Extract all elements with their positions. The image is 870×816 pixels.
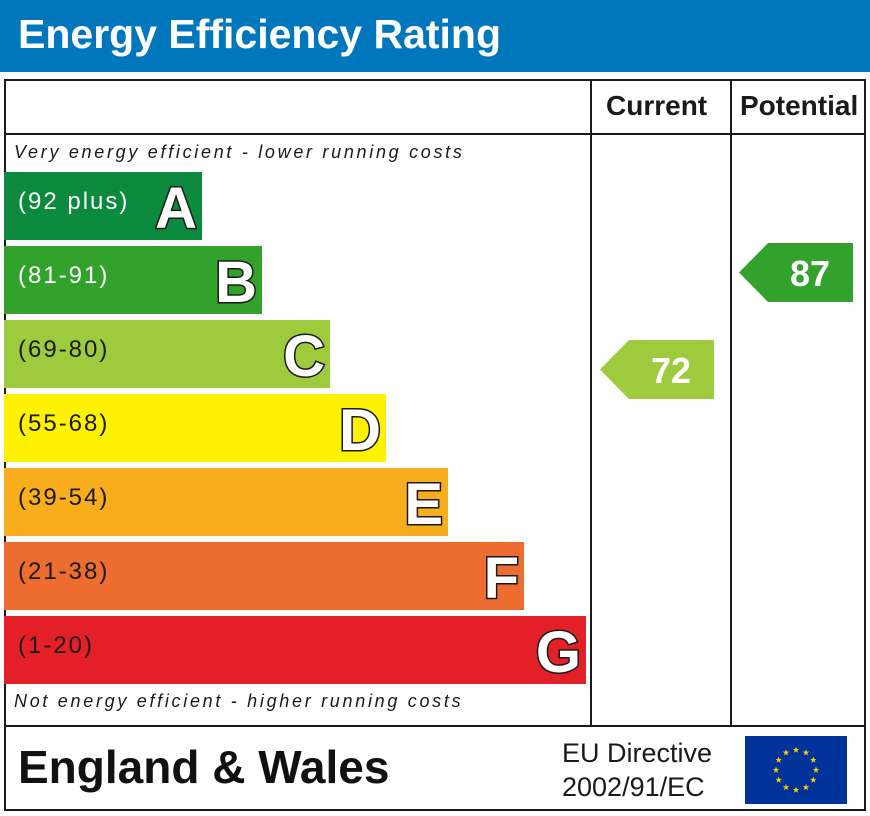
svg-text:C: C: [283, 324, 325, 388]
svg-text:G: G: [536, 620, 581, 684]
svg-text:D: D: [339, 398, 381, 462]
svg-text:F: F: [484, 546, 519, 610]
svg-text:87: 87: [790, 253, 830, 294]
svg-text:72: 72: [651, 350, 691, 391]
svg-text:E: E: [404, 472, 443, 536]
svg-text:B: B: [215, 250, 257, 314]
svg-text:A: A: [155, 176, 197, 240]
